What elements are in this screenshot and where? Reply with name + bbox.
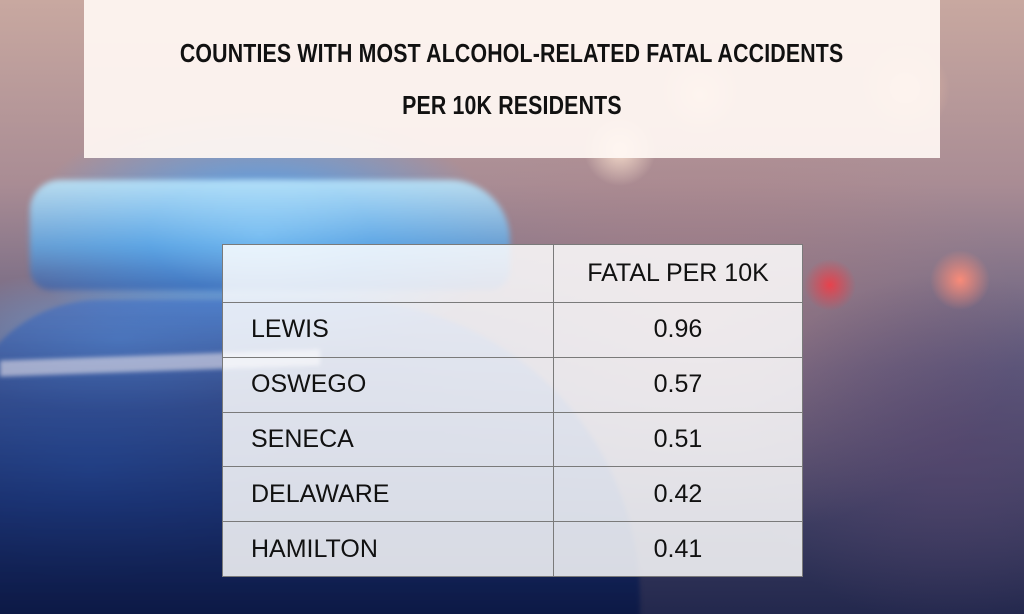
- table-cell-value: 0.96: [553, 301, 803, 358]
- table-cell-value: 0.41: [553, 521, 803, 577]
- table-row: DELAWARE 0.42: [222, 466, 803, 523]
- table-cell-county: OSWEGO: [222, 356, 554, 413]
- table-cell-county: HAMILTON: [222, 521, 554, 577]
- table-row: OSWEGO 0.57: [222, 356, 803, 413]
- table-cell-county: LEWIS: [222, 301, 554, 358]
- table-cell-value: 0.51: [553, 411, 803, 468]
- table-row: SENECA 0.51: [222, 411, 803, 468]
- county-fatality-table: FATAL PER 10K LEWIS 0.96 OSWEGO 0.57 SEN…: [222, 244, 803, 577]
- title-panel: COUNTIES WITH MOST ALCOHOL-RELATED FATAL…: [84, 0, 940, 158]
- table-cell-county: DELAWARE: [222, 466, 554, 523]
- table-header-county: [222, 244, 554, 303]
- table-cell-value: 0.42: [553, 466, 803, 523]
- title-line-2: PER 10K RESIDENTS: [402, 90, 622, 120]
- table-header-row: FATAL PER 10K: [222, 244, 803, 303]
- table-header-fatal-per-10k: FATAL PER 10K: [553, 244, 803, 303]
- table-cell-value: 0.57: [553, 356, 803, 413]
- table-cell-county: SENECA: [222, 411, 554, 468]
- title-line-1: COUNTIES WITH MOST ALCOHOL-RELATED FATAL…: [180, 38, 844, 68]
- table-row: HAMILTON 0.41: [222, 521, 803, 577]
- table-row: LEWIS 0.96: [222, 301, 803, 358]
- data-table-container: FATAL PER 10K LEWIS 0.96 OSWEGO 0.57 SEN…: [222, 244, 803, 577]
